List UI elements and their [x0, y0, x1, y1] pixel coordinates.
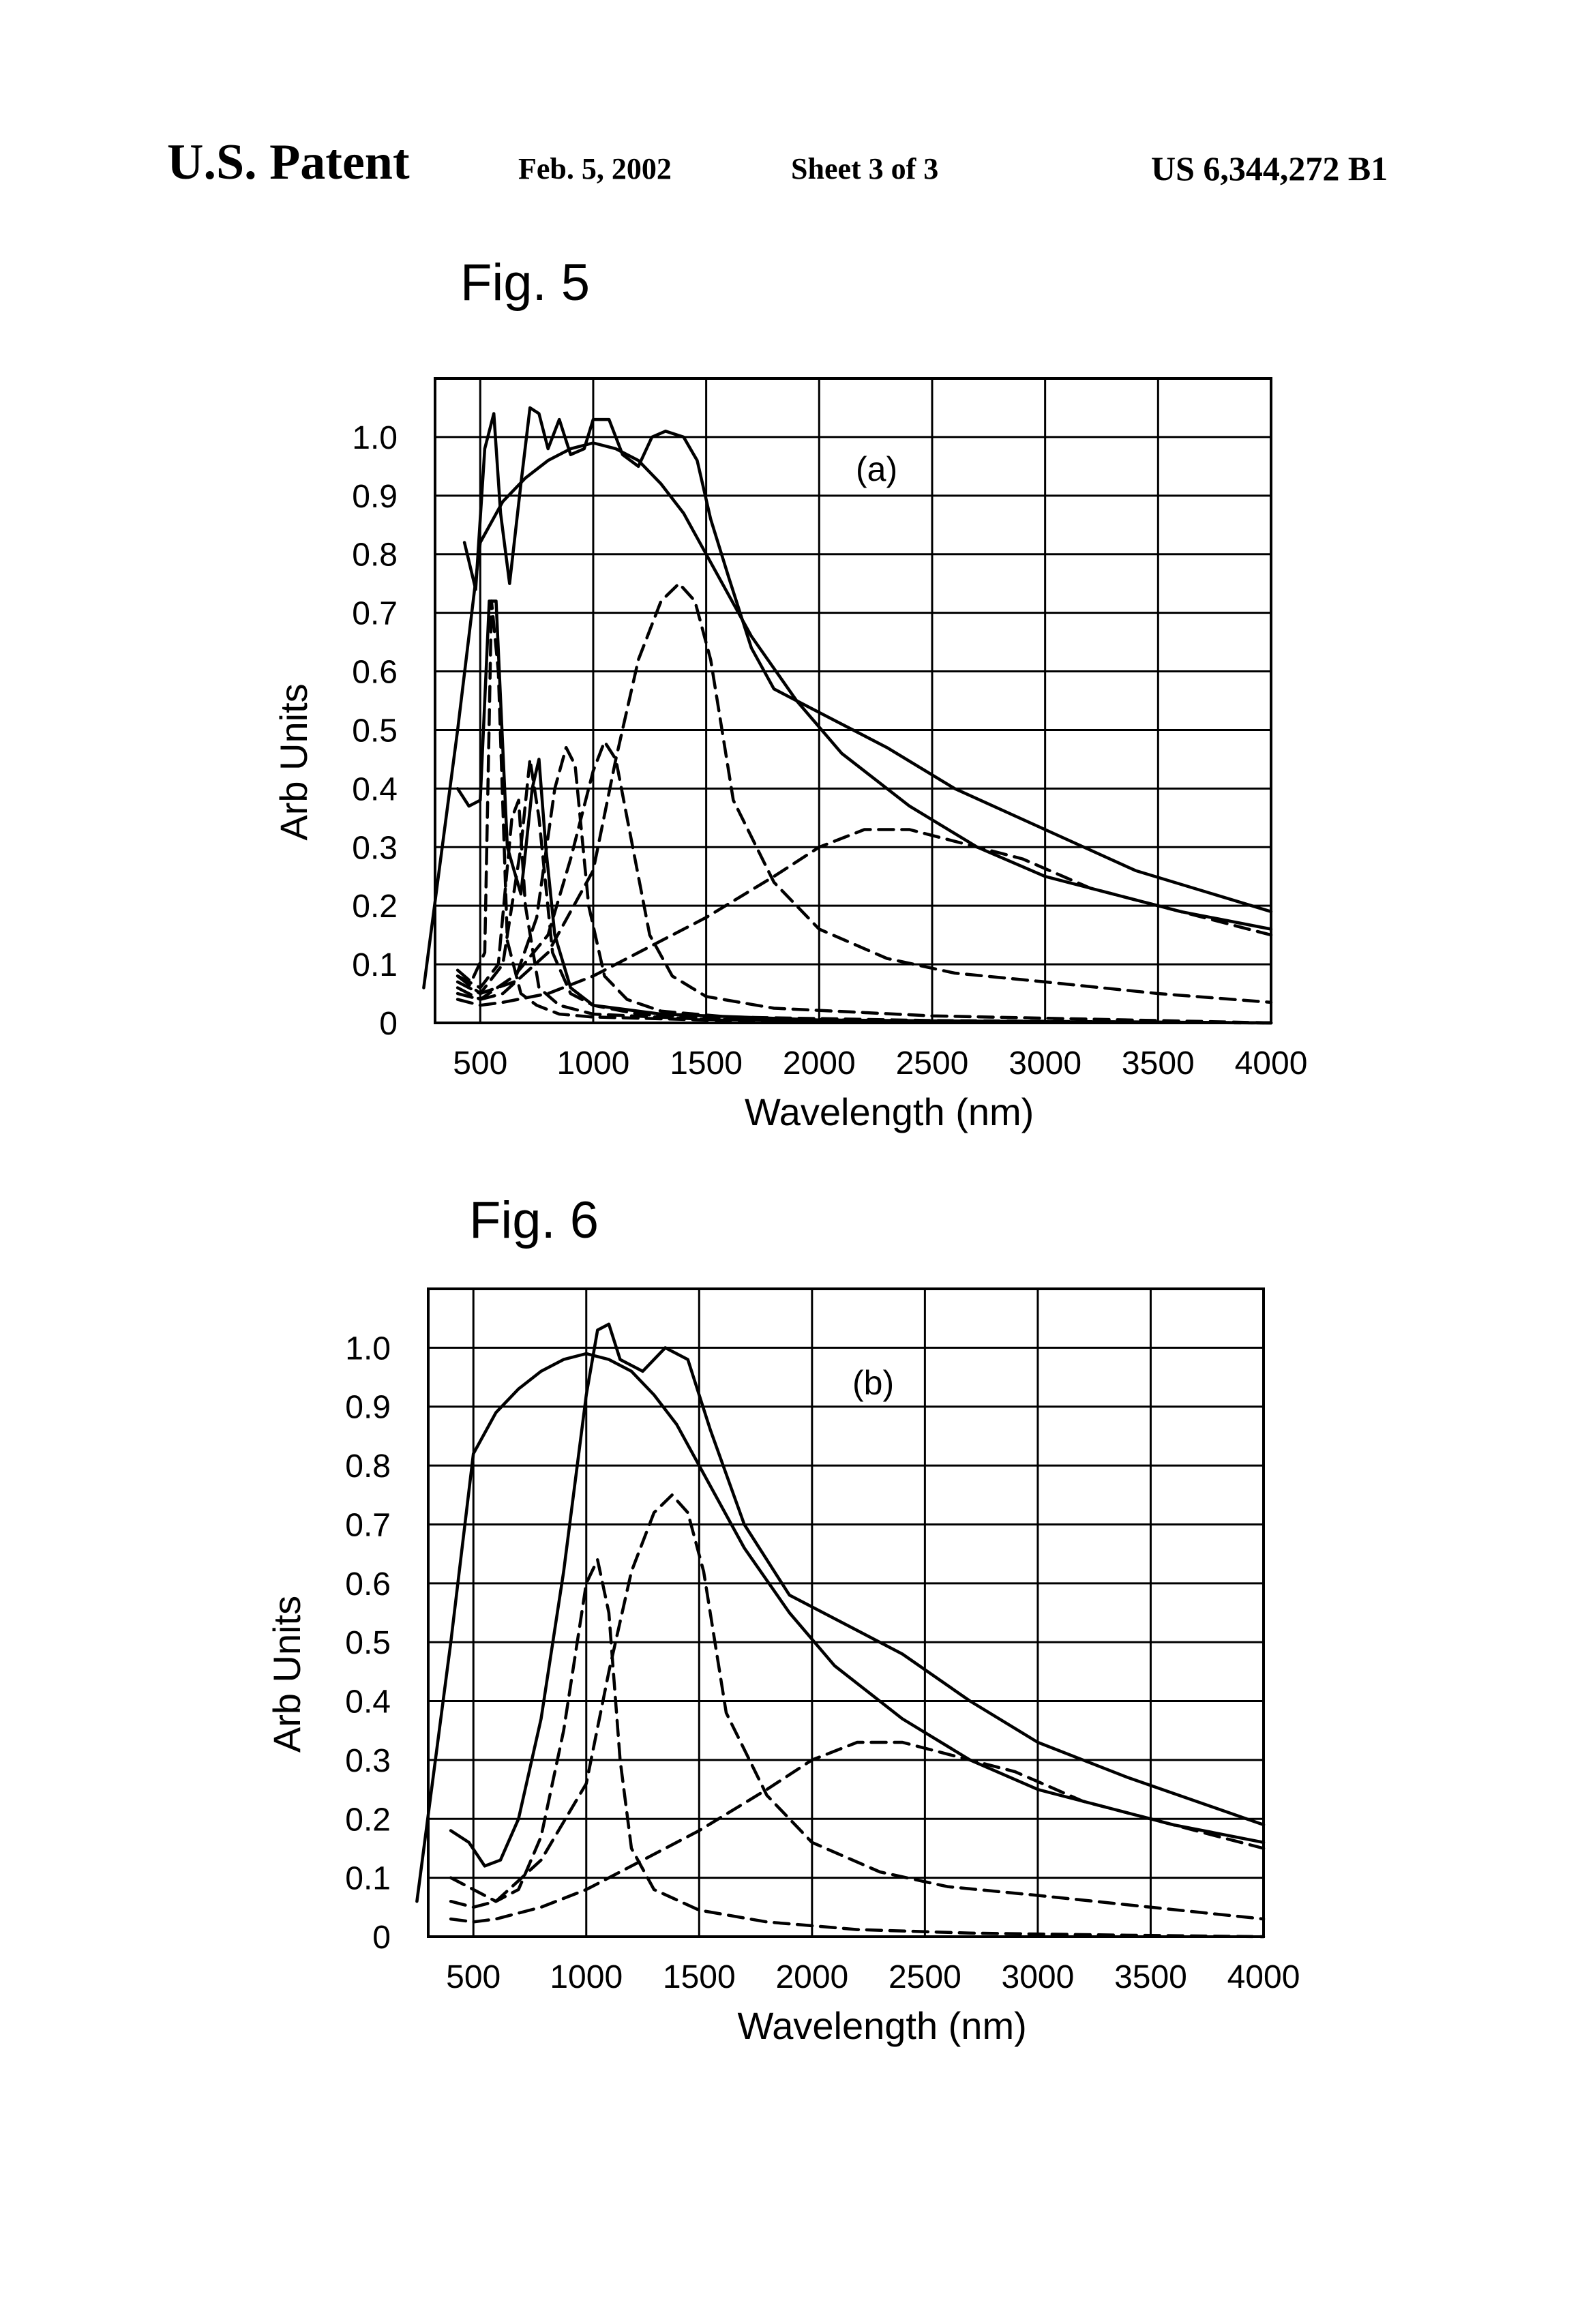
- fig6-series-3-dashed-line: [451, 1560, 1264, 1937]
- fig6-x-tick-label: 2000: [775, 1959, 848, 1995]
- fig5-grid: [435, 378, 1271, 1023]
- fig5-y-axis-label: Arb Units: [272, 683, 315, 840]
- fig5-y-tick-label: 0.1: [352, 947, 398, 983]
- fig5-y-tick-label: 1.0: [352, 420, 398, 456]
- fig5-y-tick-label: 0.6: [352, 655, 398, 691]
- fig6-y-tick-label: 0.3: [345, 1743, 391, 1779]
- fig6-series-2-solid-line: [451, 1324, 1264, 1866]
- fig5-x-tick-label: 3500: [1122, 1045, 1195, 1082]
- fig5-x-tick-label: 500: [453, 1045, 507, 1082]
- fig6-y-tick-label: 0.7: [345, 1507, 391, 1543]
- fig5-figure-title: Fig. 5: [460, 254, 590, 312]
- fig5-y-tick-label: 0: [379, 1006, 398, 1042]
- fig5-y-tick-label: 0.2: [352, 889, 398, 925]
- fig5-y-tick-label: 0.5: [352, 713, 398, 749]
- fig6-x-axis-label: Wavelength (nm): [737, 2004, 1026, 2047]
- fig5-series-5-dashed-line: [458, 801, 1271, 1024]
- fig6-panel-label: (b): [852, 1364, 894, 1402]
- fig6-y-tick-label: 0.6: [345, 1566, 391, 1603]
- fig5-x-tick-label: 2000: [783, 1045, 856, 1082]
- fig5-x-tick-label: 2500: [896, 1045, 969, 1082]
- fig5-panel-label: (a): [856, 450, 897, 488]
- fig6-y-tick-label: 0.9: [345, 1390, 391, 1426]
- fig5-x-axis-label: Wavelength (nm): [745, 1090, 1034, 1133]
- fig6-x-tick-label: 4000: [1227, 1959, 1300, 1995]
- fig6-x-tick-label: 3000: [1002, 1959, 1075, 1995]
- fig5-y-tick-label: 0.8: [352, 537, 398, 573]
- fig6-chart: Fig. 6 500 1000 1500 2000 2500 3000 3500 4000 0 0.…: [0, 1159, 1582, 2319]
- fig5-x-tick-label: 1000: [557, 1045, 630, 1082]
- fig5-x-tick-label: 4000: [1235, 1045, 1308, 1082]
- fig5-x-tick-label: 3000: [1009, 1045, 1081, 1082]
- fig6-x-tick-label: 3500: [1114, 1959, 1187, 1995]
- fig6-y-tick-label: 0.8: [345, 1448, 391, 1485]
- fig5-y-tick-label: 0.9: [352, 479, 398, 515]
- fig6-x-tick-label: 1000: [550, 1959, 623, 1995]
- fig5-y-tick-label: 0.7: [352, 596, 398, 632]
- fig6-figure-title: Fig. 6: [469, 1191, 599, 1249]
- fig5-series-9-dashed-line: [458, 584, 1271, 1002]
- fig6-x-tick-label: 2500: [889, 1959, 961, 1995]
- fig6-y-tick-label: 0.1: [345, 1861, 391, 1897]
- fig6-series-5-dashed-line: [451, 1742, 1264, 1922]
- fig6-y-tick-label: 0.4: [345, 1684, 391, 1720]
- fig5-y-tick-label: 0.3: [352, 830, 398, 866]
- fig5-series-10-dashed-line: [458, 830, 1271, 1006]
- fig5-chart: Fig. 5 500 1000 1500 2000 2500 3000 3500 4000 0 0.…: [0, 0, 1582, 1173]
- fig5-y-tick-label: 0.4: [352, 771, 398, 807]
- fig5-series-4-dashed-line: [458, 601, 1271, 1024]
- fig5-series-3-solid-line: [458, 601, 1271, 1024]
- fig6-y-tick-label: 0.2: [345, 1802, 391, 1838]
- fig6-y-tick-label: 0: [372, 1920, 391, 1956]
- fig6-x-tick-label: 500: [446, 1959, 501, 1995]
- fig6-series-4-dashed-line: [451, 1495, 1264, 1919]
- fig5-x-tick-label: 1500: [670, 1045, 743, 1082]
- fig6-y-tick-label: 0.5: [345, 1625, 391, 1661]
- fig6-y-tick-label: 1.0: [345, 1330, 391, 1367]
- fig5-plot-frame: [435, 378, 1271, 1023]
- fig6-x-tick-label: 1500: [663, 1959, 736, 1995]
- fig6-y-axis-label: Arb Units: [265, 1596, 308, 1753]
